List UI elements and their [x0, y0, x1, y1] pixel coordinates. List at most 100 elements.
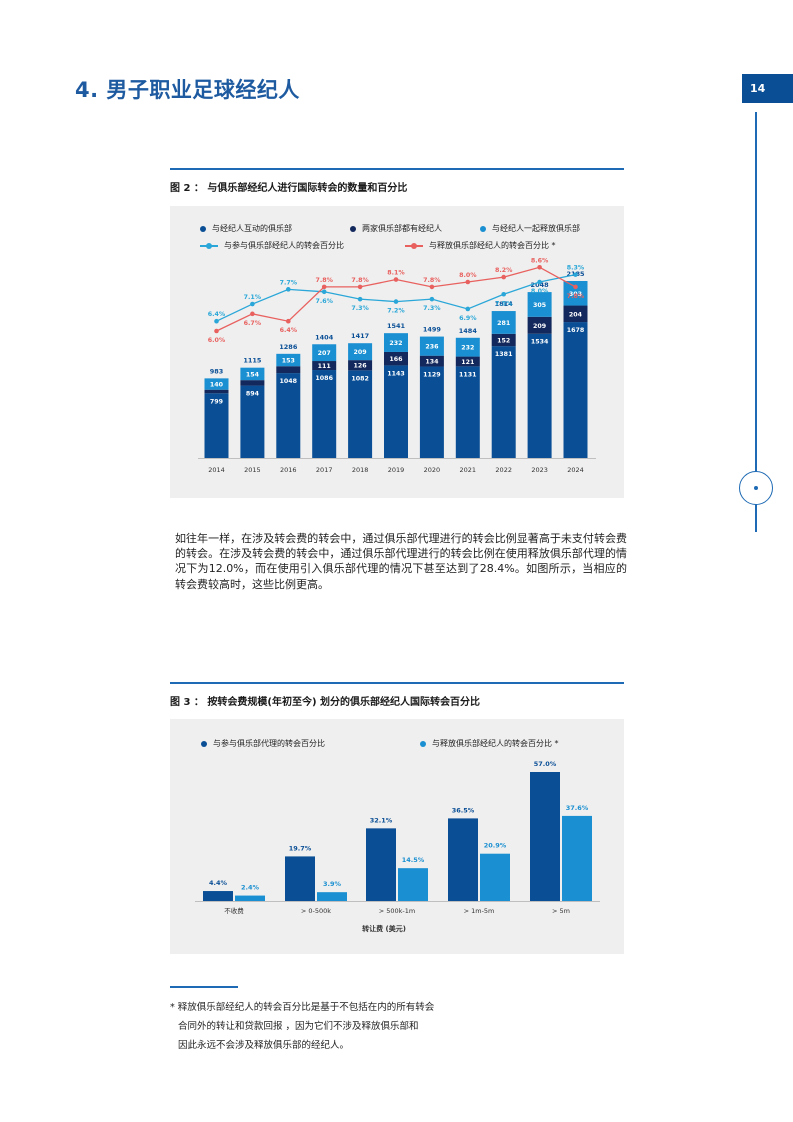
- bar-segment-1: [312, 370, 337, 458]
- line-value-label: 8.2%: [495, 267, 513, 274]
- footnote: * 释放俱乐部经纪人的转会百分比是基于不包括在内的所有转会 合同外的转让和贷款回…: [170, 998, 434, 1055]
- bar-value-label: 154: [246, 371, 260, 378]
- bar-2: [480, 853, 510, 901]
- line-value-label: 7.6%: [315, 298, 333, 305]
- bar-value-label: 232: [389, 340, 402, 347]
- x-tick-label: > 1m-5m: [464, 907, 495, 915]
- line-value-label: 6.9%: [459, 315, 477, 322]
- fig3-legend-s2-label: 与释放俱乐部经纪人的转会百分比 *: [432, 739, 559, 748]
- line-value-label: 6.7%: [244, 320, 262, 327]
- bar-total-label: 1115: [243, 357, 262, 365]
- legend-line2-swatch: [405, 242, 423, 249]
- bar-value-label: 140: [210, 382, 224, 389]
- bar-segment-1: [455, 366, 480, 458]
- bar-value-label: 36.5%: [452, 806, 475, 814]
- bar-value-label: 1678: [567, 327, 585, 334]
- x-tick-label: 2018: [352, 466, 369, 474]
- bar-segment-1: [240, 385, 265, 458]
- bar-value-label: 207: [318, 350, 331, 357]
- bar-value-label: 305: [533, 302, 546, 309]
- bar-value-label: 236: [425, 344, 439, 351]
- bar-value-label: 37.6%: [566, 804, 589, 812]
- bar-segment-3: [276, 353, 301, 367]
- bar-total-label: 1417: [351, 332, 369, 340]
- bar-total-label: 1286: [279, 343, 298, 351]
- bar-value-label: 152: [497, 337, 510, 344]
- bar-value-label: 14.5%: [402, 856, 425, 864]
- line-point: [286, 287, 291, 292]
- bar-segment-2: [563, 305, 588, 323]
- line-value-label: 7.8%: [567, 293, 585, 300]
- line-point: [250, 301, 255, 307]
- bar-segment-3: [455, 337, 480, 357]
- legend-bar2-label: 两家俱乐部都有经纪人: [362, 224, 442, 233]
- line-point: [321, 289, 327, 295]
- bar-value-label: 111: [318, 363, 331, 370]
- x-tick-label: > 5m: [552, 907, 570, 915]
- x-axis-label: 转让费 (美元): [362, 924, 406, 933]
- bar-1: [203, 891, 233, 901]
- bar-segment-2: [527, 316, 552, 334]
- bar-1: [448, 818, 478, 901]
- line-point: [214, 328, 219, 334]
- bar-segment-2: [455, 356, 480, 367]
- figure3-caption: 图 3 ： 按转会费规模(年初至今) 划分的俱乐部经纪人国际转会百分比: [170, 697, 481, 708]
- x-tick-label: 2019: [388, 466, 405, 474]
- x-tick-label: 2022: [495, 466, 512, 474]
- bar-value-label: 204: [569, 311, 583, 318]
- bar-segment-2: [348, 360, 373, 371]
- line-point: [537, 265, 542, 270]
- bar-segment-3: [491, 311, 516, 334]
- x-tick-label: 2021: [460, 466, 477, 474]
- body-paragraph: 如往年一样，在涉及转会费的转会中，通过俱乐部代理进行的转会比例显著高于未支付转会…: [175, 532, 627, 591]
- bar-segment-2: [419, 355, 444, 367]
- line-value-label: 7.8%: [351, 277, 369, 284]
- bar-value-label: 3.9%: [323, 880, 342, 888]
- page-title: 4. 男子职业足球经纪人: [75, 78, 300, 102]
- line-value-label: 6.4%: [208, 311, 226, 318]
- bar-segment-3: [204, 378, 229, 390]
- bar-total-label: 1404: [315, 333, 334, 341]
- bar-1: [285, 856, 315, 901]
- bar-segment-1: [276, 373, 301, 458]
- bar-value-label: 1086: [315, 375, 333, 382]
- x-tick-label: 2023: [531, 466, 548, 474]
- line-point: [321, 284, 327, 290]
- bar-segment-3: [527, 292, 552, 317]
- x-tick-label: > 500k-1m: [379, 907, 416, 915]
- line-point: [286, 318, 291, 324]
- bar-value-label: 209: [533, 323, 546, 330]
- bar-segment-1: [348, 370, 373, 458]
- bar-value-label: 166: [389, 356, 403, 363]
- figure3-panel: 与参与俱乐部代理的转会百分比 与释放俱乐部经纪人的转会百分比 * 4.4% 2.4…: [170, 719, 624, 954]
- bar-value-label: 126: [354, 363, 368, 370]
- line-point: [429, 296, 435, 302]
- bar-segment-1: [491, 346, 516, 458]
- x-tick-label: > 0-500k: [301, 907, 331, 915]
- bar-segment-1: [384, 365, 408, 458]
- legend-bar3-label: 与经纪人一起释放俱乐部: [492, 224, 580, 233]
- bar-value-label: 232: [461, 345, 474, 352]
- bar-segment-2: [240, 380, 265, 386]
- line-value-label: 7.5%: [495, 300, 513, 307]
- fig3-legend-s2-swatch: [420, 740, 426, 747]
- line-point: [357, 296, 363, 302]
- figure3-chart: 4.4% 2.4% 不收费 19.7% 3.9% > 0-500k 32.1% 14.5% > …: [195, 760, 600, 933]
- bar-total-label: 983: [210, 367, 224, 375]
- fig3-legend-s1-swatch: [201, 740, 207, 747]
- line-value-label: 8.0%: [459, 272, 477, 279]
- bar-segment-1: [204, 393, 229, 458]
- footnote-line1: * 释放俱乐部经纪人的转会百分比是基于不包括在内的所有转会: [170, 1002, 435, 1013]
- bar-total-label: 1814: [495, 300, 514, 308]
- legend-bar1: 与经纪人互动的俱乐部: [200, 223, 292, 234]
- line-point: [250, 311, 255, 317]
- legend-line1-label: 与参与俱乐部经纪人的转会百分比: [224, 241, 344, 250]
- bar-value-label: 2.4%: [241, 884, 260, 892]
- bar-value-label: 1381: [495, 351, 513, 358]
- x-tick-label: 2015: [244, 466, 261, 474]
- line-value-label: 7.2%: [387, 308, 405, 315]
- line-point: [465, 279, 471, 285]
- line-value-label: 7.8%: [423, 277, 441, 284]
- line-value-label: 8.1%: [387, 270, 405, 277]
- line-value-label: 8.6%: [531, 257, 549, 264]
